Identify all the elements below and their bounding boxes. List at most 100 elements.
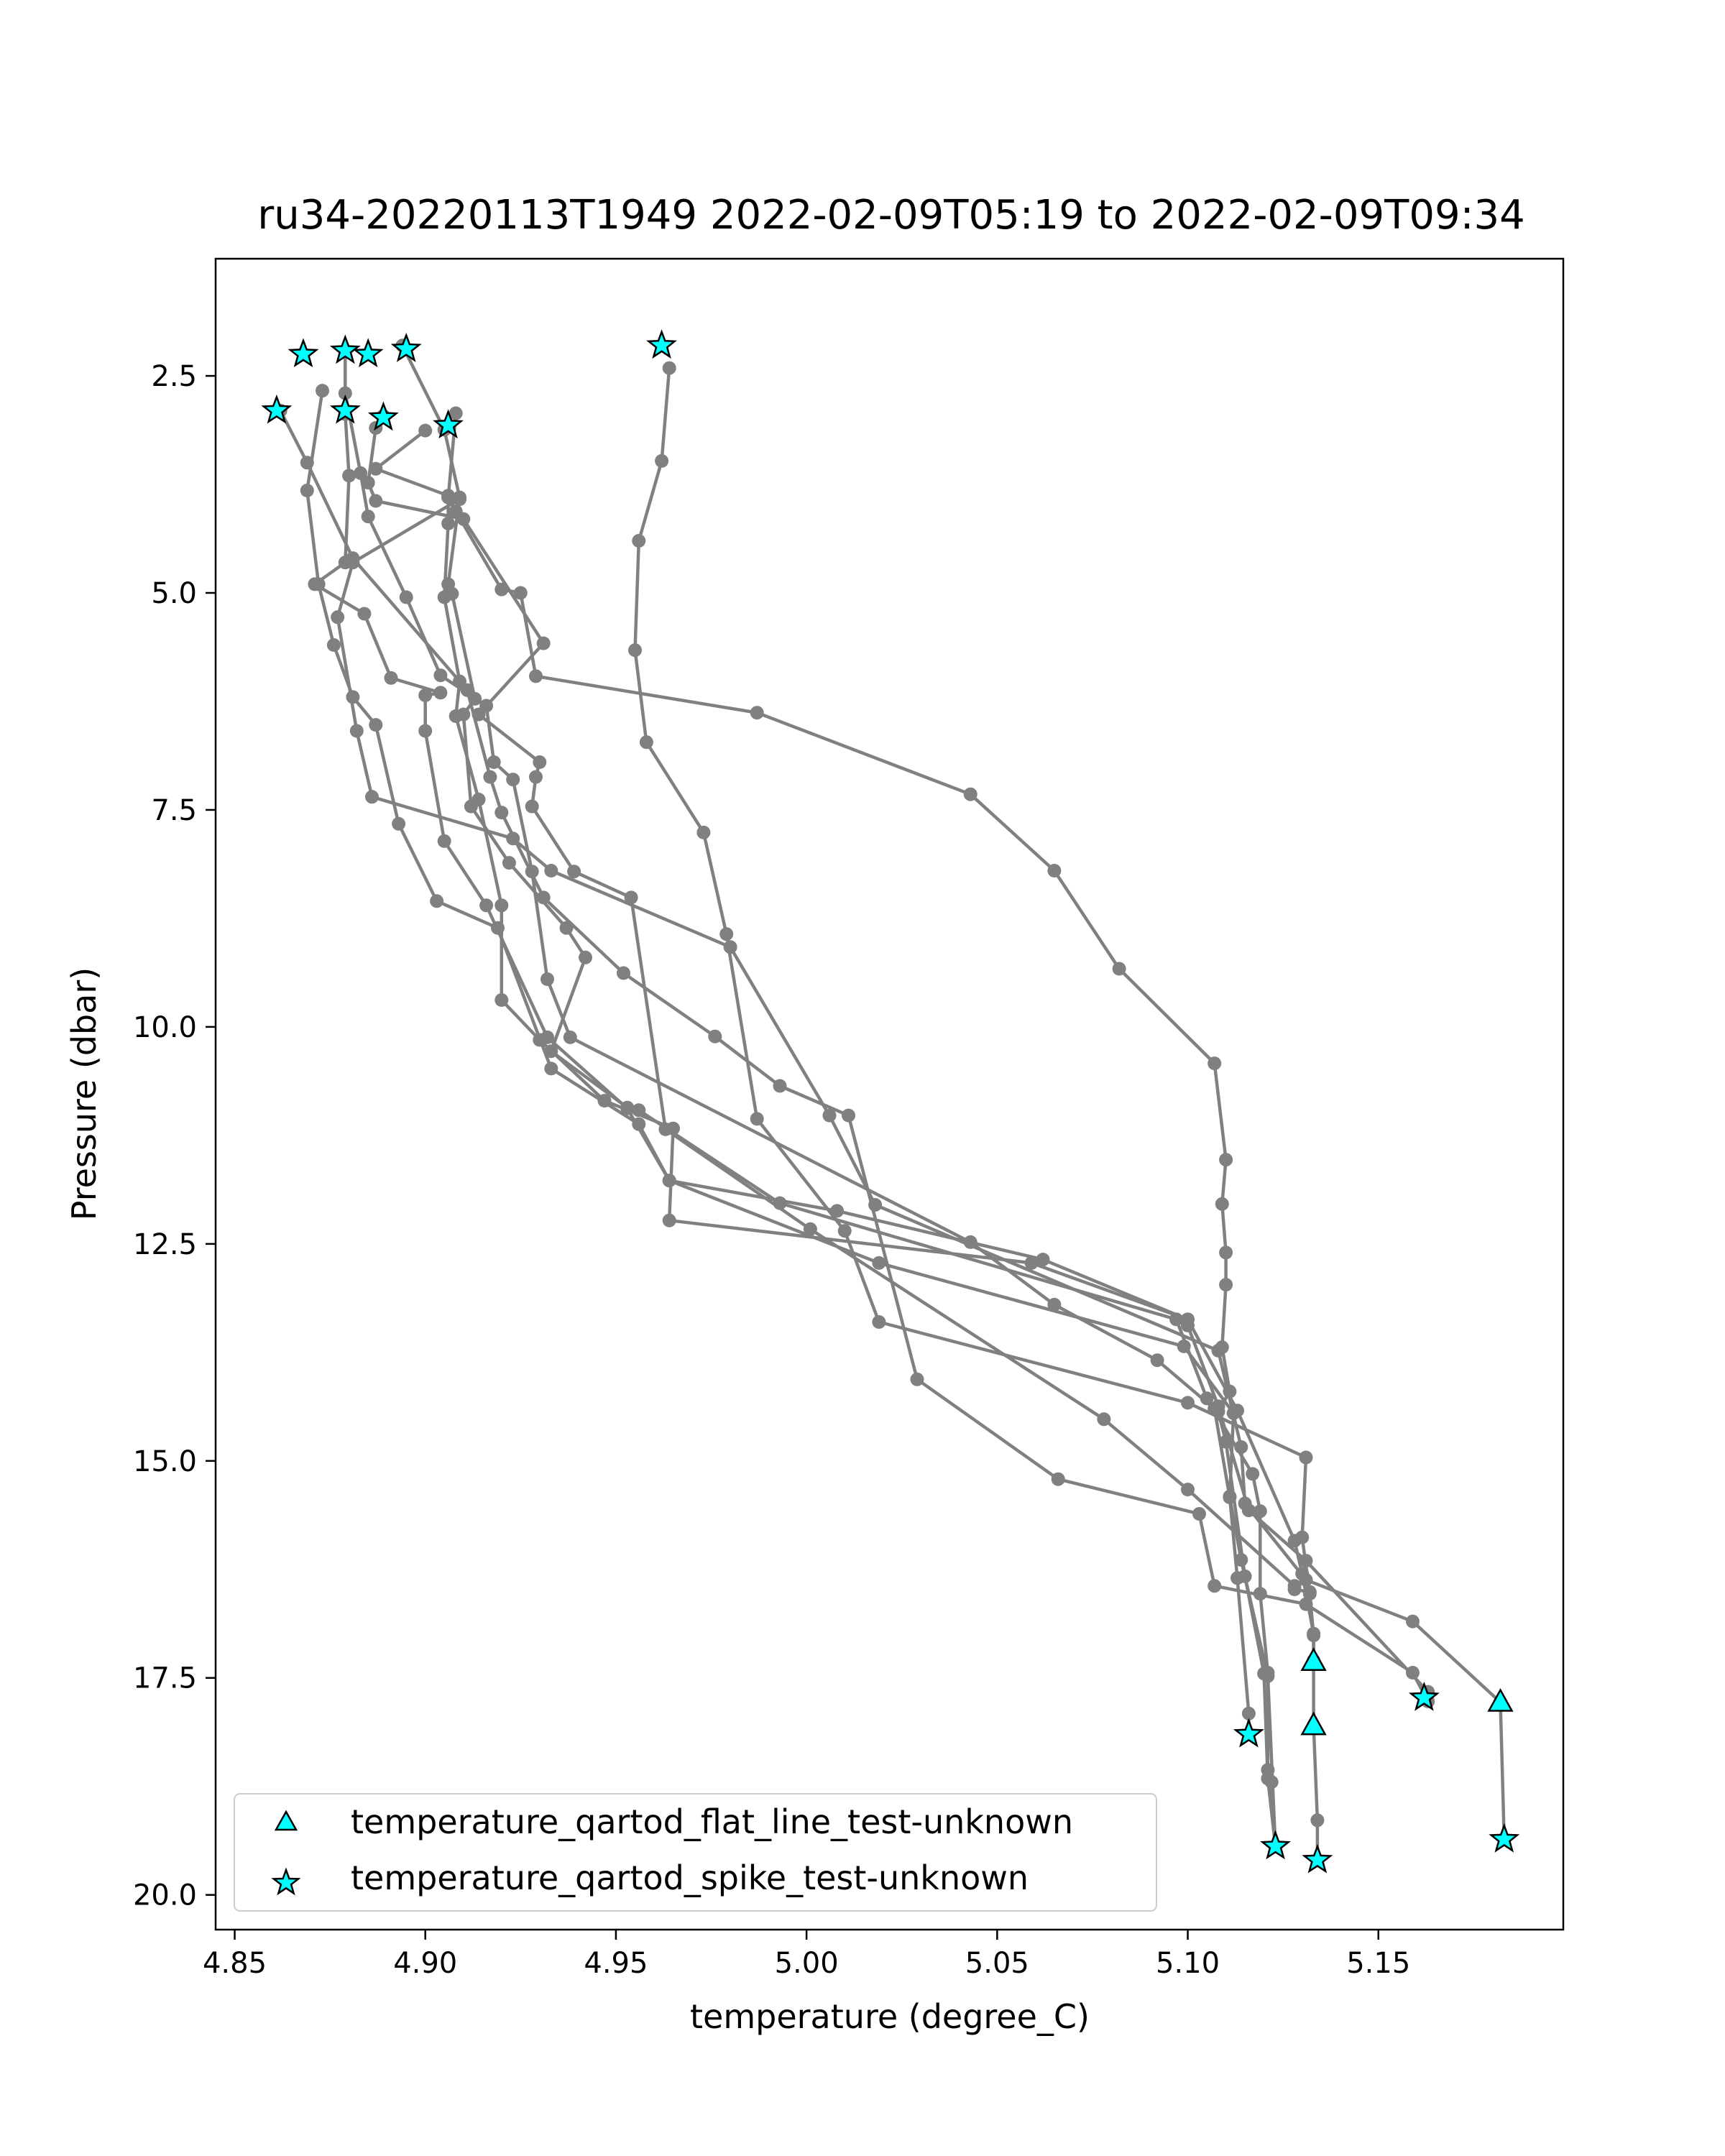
profile-point	[1238, 1569, 1252, 1583]
profile-point	[369, 718, 383, 732]
profile-point	[624, 890, 638, 905]
x-axis: 4.85 4.90 4.95 5.00 5.05 5.10 5.15	[203, 1930, 1410, 1980]
profile-point	[502, 856, 516, 870]
profile-point	[1287, 1534, 1302, 1548]
profile-point	[494, 806, 509, 820]
profile-point	[1181, 1483, 1195, 1497]
profile-point	[837, 1224, 852, 1238]
spike-flag-marker	[1408, 1681, 1440, 1711]
profile-line-10	[374, 429, 1277, 1847]
profile-point	[662, 1213, 676, 1227]
profile-point	[1246, 1467, 1260, 1481]
profile-point	[1024, 1256, 1039, 1270]
profile-line-7	[344, 351, 1277, 1847]
profile-point	[1200, 1391, 1214, 1406]
profile-point	[655, 453, 669, 468]
profile-point	[963, 787, 978, 801]
profile-point	[529, 669, 543, 683]
profile-point	[872, 1315, 886, 1329]
profile-line-4	[442, 413, 1315, 1661]
legend-box	[234, 1793, 1157, 1912]
profile-point	[494, 582, 509, 596]
profile-point	[1181, 1312, 1195, 1327]
profile-point	[1036, 1253, 1050, 1267]
profile-point	[331, 610, 345, 625]
profile-point	[338, 386, 352, 400]
y-tick-label: 20.0	[133, 1879, 197, 1912]
y-tick-label: 10.0	[133, 1011, 197, 1044]
profile-point	[437, 590, 451, 604]
profile-point	[326, 638, 341, 652]
profile-point	[441, 516, 456, 530]
profile-point	[361, 476, 375, 490]
y-axis: 2.5 5.0 7.5 10.0 12.5 15.0 17.5 20.0	[133, 360, 216, 1912]
profile-point	[617, 966, 630, 980]
y-tick-label: 7.5	[151, 794, 197, 827]
profile-point	[494, 898, 509, 913]
profile-point	[708, 1029, 722, 1044]
y-axis-label: Pressure (dbar)	[65, 967, 104, 1220]
profile-point	[1307, 1626, 1321, 1641]
legend: temperature_qartod_flat_line_test-unknow…	[234, 1793, 1157, 1912]
profile-point	[357, 607, 372, 621]
flag-marker-layer	[261, 329, 1520, 1874]
x-tick-label: 5.10	[1156, 1947, 1220, 1980]
profile-point	[803, 1222, 817, 1236]
profile-point	[1310, 1813, 1325, 1828]
profile-point	[453, 492, 466, 507]
profile-point	[433, 686, 448, 700]
spike-flag-marker	[1302, 1843, 1333, 1874]
profile-point	[536, 890, 551, 905]
spike-flag-marker	[390, 333, 422, 362]
profile-point	[316, 384, 329, 398]
profile-point	[369, 494, 383, 508]
spike-flag-marker	[261, 394, 293, 424]
profile-point	[1181, 1396, 1195, 1410]
y-tick-label: 2.5	[151, 360, 197, 393]
profile-point	[349, 724, 364, 738]
profile-point	[346, 551, 360, 566]
spike-flag-marker	[1489, 1823, 1520, 1853]
x-tick-label: 4.90	[393, 1947, 457, 1980]
profile-point	[418, 688, 433, 702]
profile-point	[872, 1256, 886, 1270]
profile-point	[1047, 1297, 1062, 1312]
profile-point	[1257, 1667, 1271, 1681]
y-tick-label: 12.5	[133, 1228, 197, 1261]
spike-flag-marker	[433, 409, 464, 439]
profile-point	[1299, 1554, 1313, 1568]
profile-point	[483, 770, 497, 784]
series-layer	[273, 338, 1512, 1867]
profile-point	[632, 534, 646, 548]
profile-point	[487, 755, 501, 769]
profile-point	[830, 1204, 845, 1218]
flat-line-flag-marker	[1300, 1647, 1327, 1672]
profile-point	[491, 921, 505, 935]
profile-point	[1299, 1597, 1313, 1611]
profile-point	[1177, 1339, 1191, 1353]
profile-point	[448, 505, 463, 518]
profile-point	[448, 406, 463, 420]
profile-point	[384, 671, 398, 685]
profile-point	[533, 755, 547, 769]
profile-point	[1215, 1197, 1229, 1211]
profile-point	[513, 586, 528, 600]
profile-point	[1406, 1614, 1420, 1628]
profile-point	[910, 1372, 924, 1386]
profile-point	[1238, 1496, 1252, 1511]
profile-point	[544, 1061, 558, 1076]
profile-point	[441, 489, 456, 503]
profile-point	[563, 1030, 577, 1044]
x-tick-label: 5.05	[965, 1947, 1029, 1980]
profile-point	[750, 1112, 764, 1126]
profile-point	[567, 865, 581, 879]
profile-point	[369, 461, 383, 476]
y-tick-label: 5.0	[151, 577, 197, 610]
spike-flag-marker	[1233, 1718, 1264, 1748]
profile-point	[658, 1122, 673, 1136]
x-tick-label: 5.00	[775, 1947, 839, 1980]
profile-point	[1150, 1353, 1164, 1368]
profile-point	[448, 709, 463, 723]
profile-point	[1219, 1278, 1233, 1292]
profile-point	[842, 1108, 855, 1123]
